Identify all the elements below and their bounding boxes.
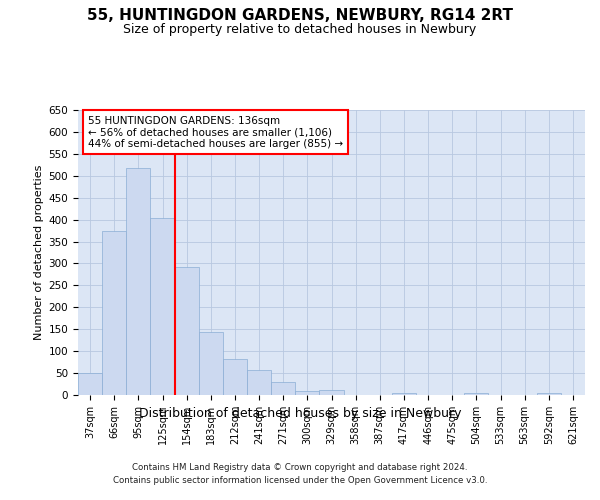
- Text: Contains HM Land Registry data © Crown copyright and database right 2024.: Contains HM Land Registry data © Crown c…: [132, 462, 468, 471]
- Bar: [78, 373, 102, 395]
- Bar: [151, 218, 175, 395]
- Bar: [537, 393, 561, 395]
- Bar: [175, 266, 199, 395]
- Bar: [223, 359, 247, 395]
- Bar: [464, 393, 488, 395]
- Bar: [271, 382, 295, 395]
- Bar: [199, 332, 223, 395]
- Text: 55, HUNTINGDON GARDENS, NEWBURY, RG14 2RT: 55, HUNTINGDON GARDENS, NEWBURY, RG14 2R…: [87, 8, 513, 22]
- Bar: [102, 230, 126, 395]
- Bar: [295, 390, 319, 395]
- Bar: [247, 370, 271, 395]
- Bar: [126, 168, 151, 395]
- Text: Size of property relative to detached houses in Newbury: Size of property relative to detached ho…: [124, 22, 476, 36]
- Text: Distribution of detached houses by size in Newbury: Distribution of detached houses by size …: [139, 408, 461, 420]
- Y-axis label: Number of detached properties: Number of detached properties: [34, 165, 44, 340]
- Bar: [319, 390, 344, 395]
- Text: 55 HUNTINGDON GARDENS: 136sqm
← 56% of detached houses are smaller (1,106)
44% o: 55 HUNTINGDON GARDENS: 136sqm ← 56% of d…: [88, 116, 343, 149]
- Text: Contains public sector information licensed under the Open Government Licence v3: Contains public sector information licen…: [113, 476, 487, 485]
- Bar: [392, 393, 416, 395]
